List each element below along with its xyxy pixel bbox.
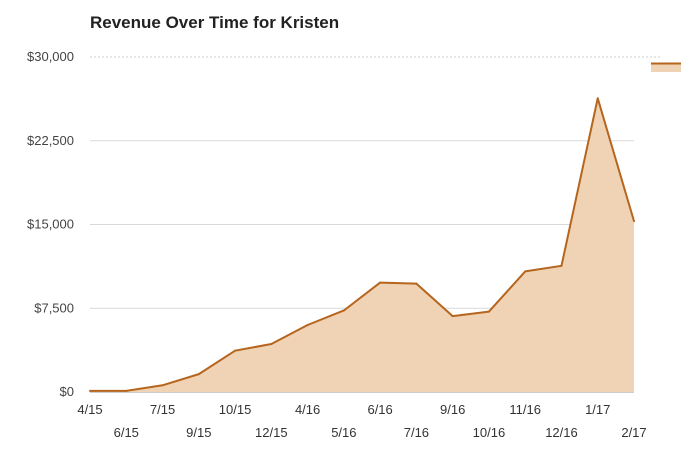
- data-point-10: [451, 315, 454, 318]
- data-point-9: [415, 282, 418, 285]
- revenue-area: [90, 98, 634, 392]
- x-tick-label-top-6: 11/16: [509, 402, 541, 417]
- chart-title: Revenue Over Time for Kristen: [90, 13, 339, 32]
- y-tick-label-2: $15,000: [27, 217, 74, 232]
- series-layer: [89, 97, 635, 392]
- x-axis-ticks: 4/15 7/15 10/15 4/16 6/16 9/16 11/16 1/17 6/15 9/…: [77, 402, 646, 440]
- y-tick-label-0: $0: [60, 384, 74, 399]
- x-tick-label-top-0: 4/15: [77, 402, 102, 417]
- data-point-0: [89, 389, 91, 392]
- x-tick-label-bottom-2: 12/15: [255, 425, 288, 440]
- x-tick-label-bottom-3: 5/16: [331, 425, 356, 440]
- legend-swatch-fill: [651, 63, 681, 72]
- x-tick-label-bottom-1: 9/15: [186, 425, 211, 440]
- data-point-5: [270, 342, 273, 345]
- y-axis-ticks: $0 $7,500 $15,000 $22,500 $30,000: [27, 49, 74, 399]
- y-tick-label-1: $7,500: [34, 300, 74, 315]
- x-tick-label-bottom-0: 6/15: [114, 425, 139, 440]
- data-point-13: [560, 264, 563, 267]
- x-tick-label-top-4: 6/16: [367, 402, 392, 417]
- data-point-2: [161, 384, 164, 387]
- y-tick-label-3: $22,500: [27, 133, 74, 148]
- data-point-7: [342, 309, 345, 312]
- data-point-12: [524, 270, 527, 273]
- data-point-14: [596, 97, 599, 100]
- data-point-4: [234, 349, 237, 352]
- y-tick-label-4: $30,000: [27, 49, 74, 64]
- x-tick-label-top-5: 9/16: [440, 402, 465, 417]
- x-tick-label-top-3: 4/16: [295, 402, 320, 417]
- x-tick-label-bottom-5: 10/16: [473, 425, 506, 440]
- data-point-1: [125, 389, 128, 392]
- data-point-6: [306, 324, 309, 326]
- x-tick-label-top-7: 1/17: [585, 402, 610, 417]
- x-tick-label-top-2: 10/15: [219, 402, 252, 417]
- x-tick-label-top-1: 7/15: [150, 402, 175, 417]
- legend: [651, 62, 681, 72]
- data-point-11: [487, 310, 490, 313]
- x-tick-label-bottom-6: 12/16: [545, 425, 578, 440]
- x-tick-label-bottom-7: 2/17: [621, 425, 646, 440]
- data-point-3: [197, 373, 200, 376]
- revenue-line: [90, 97, 635, 392]
- data-point-15: [633, 220, 635, 223]
- data-point-8: [379, 281, 382, 284]
- x-tick-label-bottom-4: 7/16: [404, 425, 429, 440]
